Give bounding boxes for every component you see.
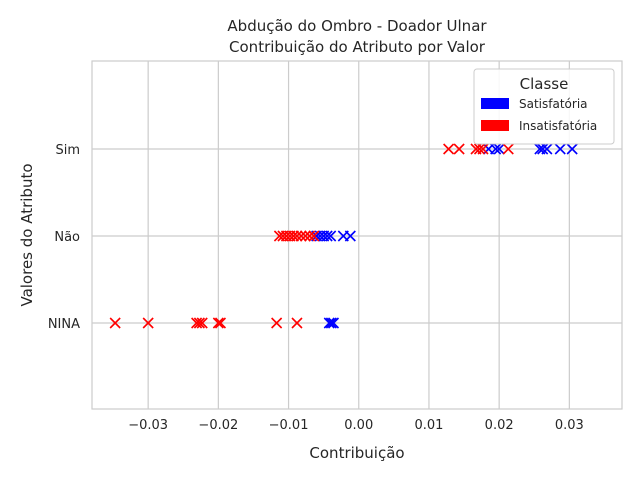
data-point <box>566 143 578 155</box>
data-point <box>295 230 307 242</box>
x-tick-label: 0.02 <box>485 418 514 433</box>
data-point <box>291 317 303 329</box>
data-point <box>325 317 337 329</box>
data-point <box>493 143 505 155</box>
data-point <box>477 143 489 155</box>
chart-title-line-1: Abdução do Ombro - Doador Ulnar <box>227 17 487 35</box>
data-point <box>212 317 224 329</box>
data-point <box>443 143 455 155</box>
data-point <box>502 143 514 155</box>
data-point <box>109 317 121 329</box>
data-point <box>453 143 465 155</box>
data-point <box>193 317 205 329</box>
x-tick-label: −0.01 <box>269 418 309 433</box>
data-point <box>291 230 303 242</box>
y-axis-label: Valores do Atributo <box>18 163 36 306</box>
data-point <box>308 230 320 242</box>
x-tick-label: 0.03 <box>555 418 584 433</box>
x-tick-label: 0.01 <box>414 418 443 433</box>
y-tick-label: Sim <box>55 143 80 158</box>
data-point <box>325 230 337 242</box>
data-point <box>299 230 311 242</box>
data-point <box>323 317 335 329</box>
data-points <box>109 143 578 329</box>
y-tick-label: NINA <box>48 317 80 332</box>
legend: Classe Satisfatória Insatisfatória <box>473 68 615 145</box>
data-point <box>304 230 316 242</box>
legend-swatch-insatisfatoria <box>481 120 509 131</box>
data-point <box>537 143 549 155</box>
data-point <box>473 143 486 155</box>
x-tick-label: −0.02 <box>198 418 238 433</box>
data-point <box>321 230 333 242</box>
x-tick-label: 0.00 <box>344 418 373 433</box>
data-point <box>344 230 356 242</box>
x-axis-label: Contribuição <box>309 444 404 462</box>
legend-title: Classe <box>520 75 569 93</box>
data-point <box>554 143 566 155</box>
legend-swatch-satisfatoria <box>481 98 509 109</box>
data-point <box>142 317 154 329</box>
data-point <box>271 317 283 329</box>
y-tick-label: Não <box>54 230 80 245</box>
legend-entry-insatisfatoria: Insatisfatória <box>519 119 597 133</box>
data-point <box>327 317 340 329</box>
tick-labels: −0.03 −0.02 −0.01 0.00 0.01 0.02 0.03 NINA Não Si… <box>48 143 584 433</box>
data-point <box>490 143 502 155</box>
chart-title-line-2: Contribuição do Atributo por Valor <box>229 38 486 56</box>
legend-entry-satisfatoria: Satisfatória <box>519 97 588 111</box>
data-point <box>214 317 227 329</box>
data-point <box>196 317 208 329</box>
x-tick-label: −0.03 <box>128 418 168 433</box>
data-point <box>541 143 553 155</box>
